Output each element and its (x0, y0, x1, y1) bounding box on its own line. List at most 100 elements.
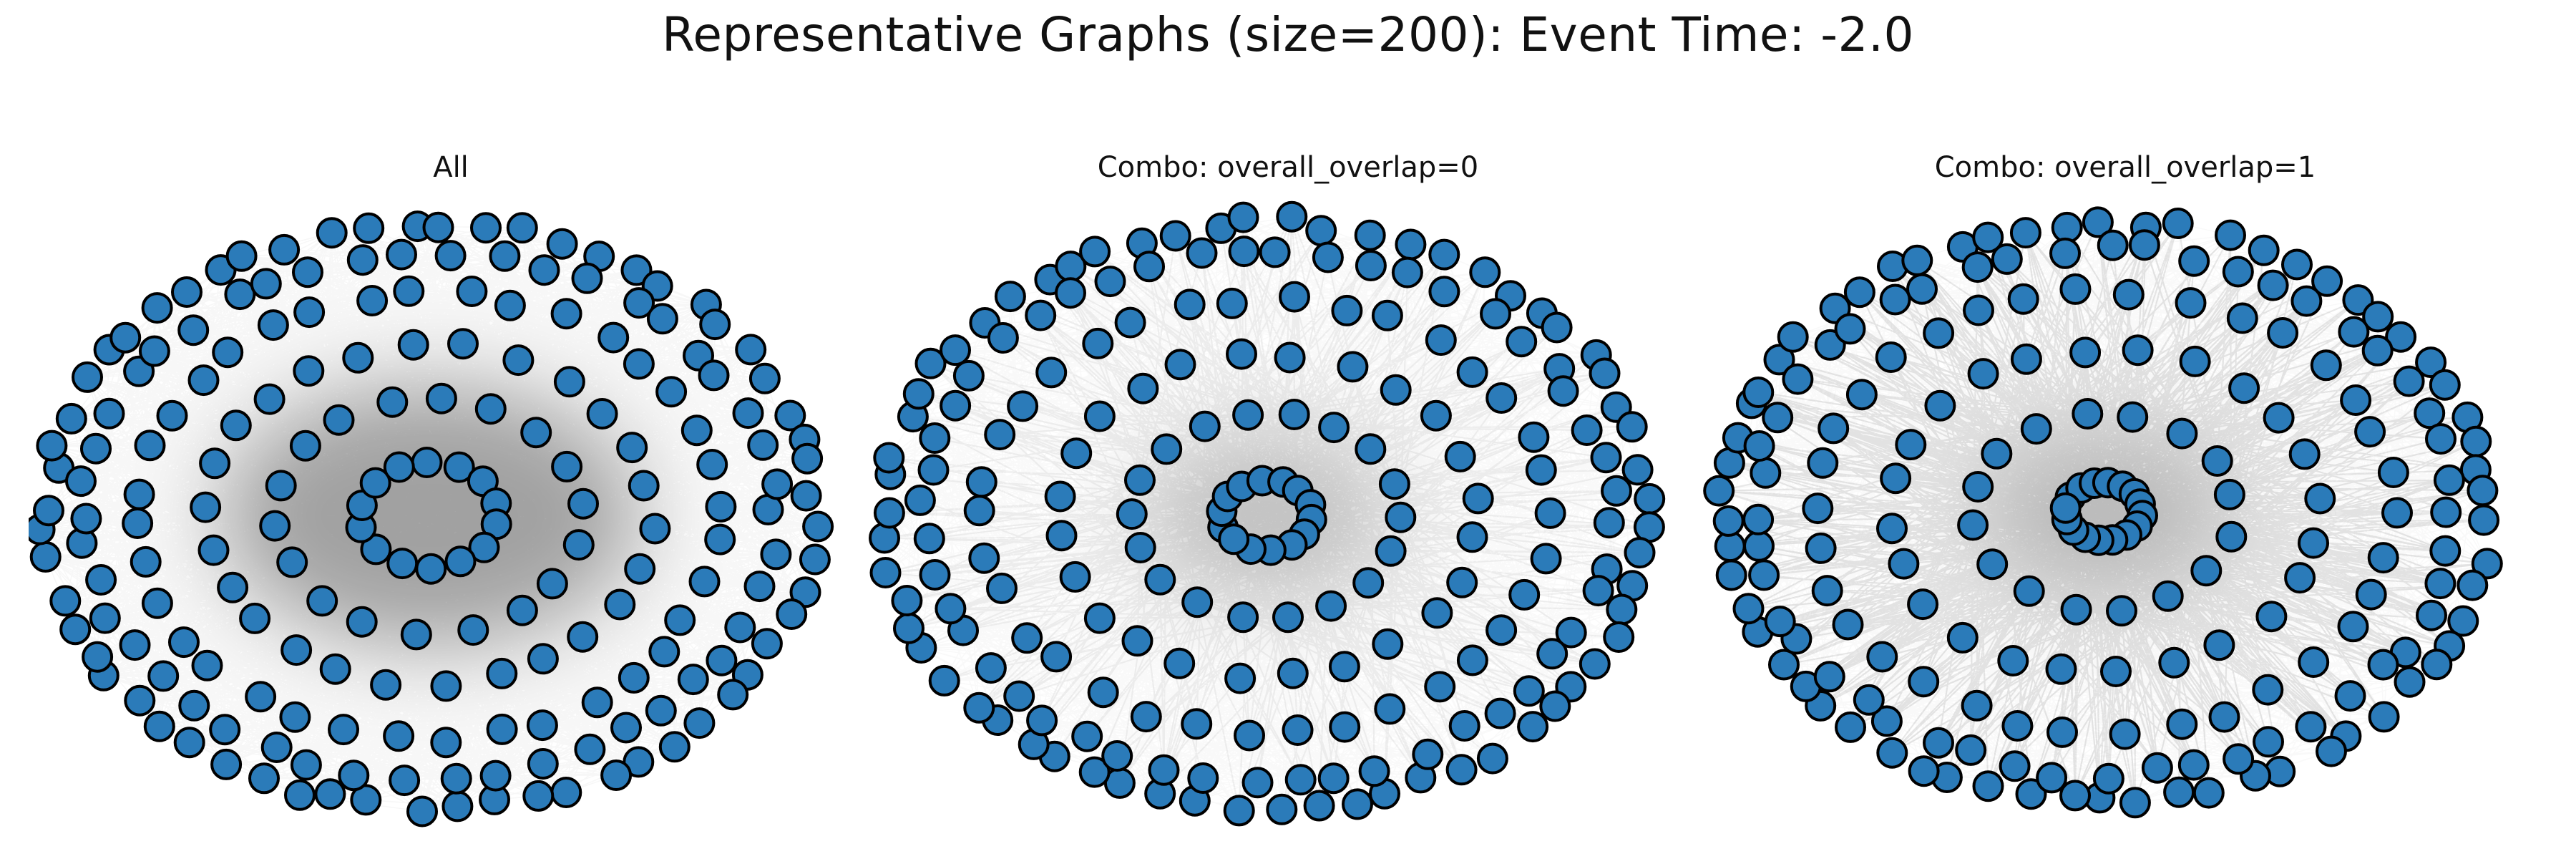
graph-node (1946, 621, 1979, 654)
graph-node (604, 588, 636, 621)
graph-node (1541, 311, 1573, 344)
graph-node (2222, 256, 2254, 288)
graph-node (2394, 666, 2426, 698)
graph-node (124, 684, 156, 717)
graph-node (1616, 411, 1648, 443)
graph-node (2467, 475, 2499, 507)
graph-node (1832, 608, 1864, 641)
graph-node (618, 661, 650, 694)
graph-node (1164, 349, 1196, 381)
graph-panel-all: All (29, 140, 873, 855)
graph-node (628, 470, 660, 502)
graph-node (2295, 711, 2327, 743)
graph-node (646, 303, 678, 335)
graph-node (1378, 468, 1410, 500)
graph-node (1114, 306, 1146, 339)
graph-node (122, 508, 154, 539)
graph-node (265, 470, 297, 502)
graph-node (72, 361, 103, 393)
graph-node (123, 478, 155, 510)
graph-node (1082, 327, 1114, 359)
graph-node (2051, 211, 2083, 243)
graph-node (1078, 756, 1111, 788)
graph-node (1908, 755, 1940, 787)
graph-node (639, 513, 671, 545)
graph-node (891, 585, 923, 616)
graph-node (1485, 382, 1518, 414)
graph-node (1355, 433, 1387, 465)
graph-node (1907, 588, 1939, 621)
graph-node (383, 720, 415, 752)
graph-node (1924, 389, 1956, 422)
graph-node (623, 348, 655, 380)
graph-node (913, 523, 945, 555)
graph-node (1315, 590, 1347, 622)
graph-node (1782, 363, 1814, 395)
graph-node (328, 714, 359, 746)
graph-node (224, 278, 256, 311)
graph-node (1274, 341, 1306, 374)
graph-node (210, 748, 243, 780)
graph-node (645, 694, 677, 727)
graph-node (655, 376, 688, 408)
graph-node (1485, 614, 1518, 646)
graph-node (1712, 505, 1745, 537)
graph-node (494, 289, 526, 321)
graph-node (2414, 397, 2446, 430)
graph-node (1007, 390, 1039, 422)
graph-node (2290, 285, 2323, 317)
graph-node (1777, 321, 1809, 353)
graph-node (574, 733, 606, 765)
graph-node (276, 546, 308, 578)
graph-node (1232, 399, 1264, 431)
graph-node (239, 602, 271, 634)
graph-node (696, 449, 728, 480)
graph-node (940, 389, 972, 422)
graph-node (1763, 344, 1795, 376)
graph-node (1284, 764, 1317, 796)
graph-node (1121, 625, 1153, 657)
graph-node (1317, 762, 1350, 795)
graph-node (55, 402, 87, 435)
graph-node (1446, 566, 1478, 598)
graph-node (1555, 616, 1587, 649)
graph-node (2152, 580, 2184, 612)
graph-node (2100, 656, 2132, 687)
graph-node (791, 442, 824, 475)
graph-node (2304, 482, 2336, 515)
graph-node (486, 713, 518, 745)
graph-node (1266, 793, 1298, 825)
graph-node (2036, 762, 2068, 794)
graph-node (1040, 641, 1073, 673)
graph-node (370, 669, 402, 701)
graph-node (551, 450, 583, 482)
graph-node (1116, 498, 1148, 530)
graph-node (1187, 762, 1219, 794)
graph-node (1634, 482, 1666, 515)
graph-node (1354, 219, 1386, 251)
graph-node (2248, 234, 2280, 266)
graph-node (2163, 776, 2195, 808)
graph-node (2367, 649, 2399, 681)
graph-node (965, 466, 997, 498)
graph-node (2203, 629, 2235, 661)
graph-node (658, 731, 691, 763)
graph-node (2141, 752, 2173, 784)
graph-node (1469, 256, 1501, 288)
graph-node (406, 795, 438, 828)
graph-node (567, 487, 599, 520)
graph-node (2059, 780, 2091, 812)
graph-node (1025, 299, 1057, 331)
graph-node (963, 495, 995, 527)
network-graph-overlap-0 (869, 200, 1666, 827)
graph-node (2046, 716, 2078, 748)
graph-node (677, 664, 709, 696)
graph-node (1079, 236, 1111, 268)
graph-node (470, 212, 502, 244)
graph-node (1355, 250, 1387, 281)
graph-node (919, 422, 951, 454)
graph-node (489, 240, 521, 272)
edge-density-core (1981, 430, 2227, 593)
graph-node (2201, 445, 2233, 477)
graph-node (2377, 457, 2409, 488)
